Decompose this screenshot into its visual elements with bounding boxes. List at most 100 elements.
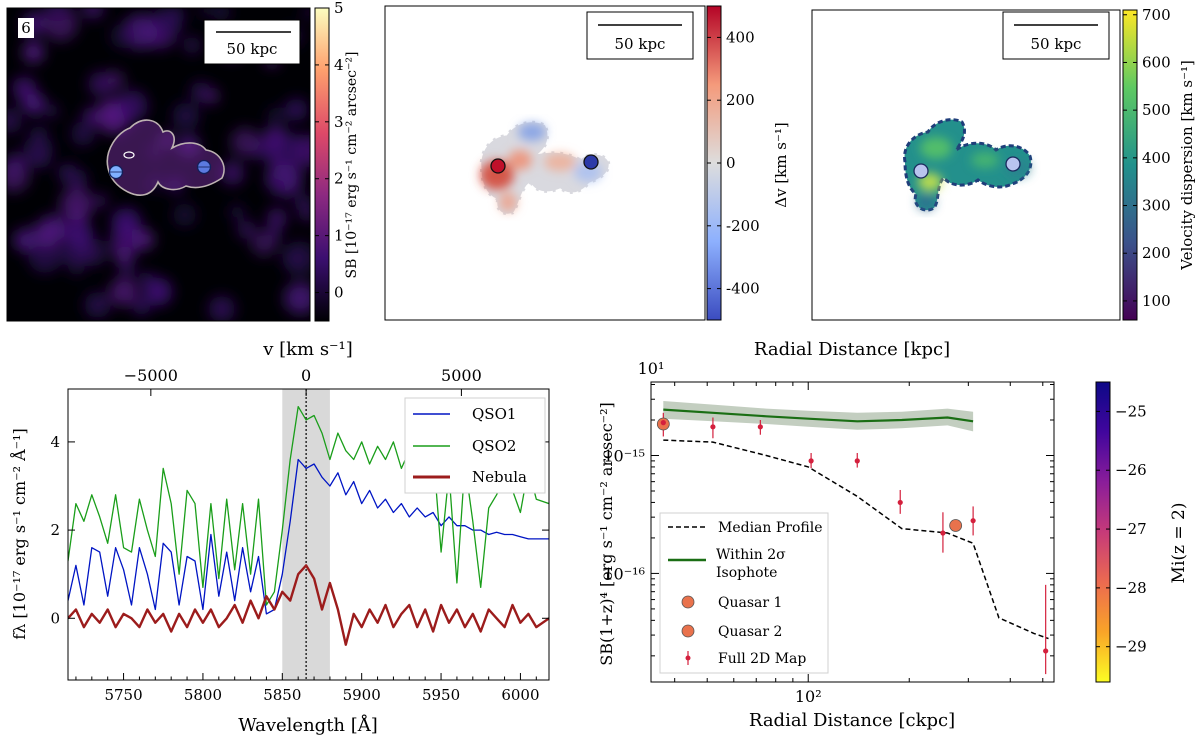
- quasar-point: [949, 519, 963, 532]
- sb-map-noise: [7, 8, 310, 321]
- velocity-scalebar-label: 50 kpc: [615, 35, 666, 53]
- colorbar-tick-label: −25: [1115, 402, 1147, 420]
- panel-spectra: 5750 5800 5850 5900 5950 6000 0 2 4 −5000 0 5000 QS…: [9, 339, 550, 736]
- sb-noise-blob: [266, 160, 303, 197]
- spectra-axes: 5750 5800 5850 5900 5950 6000 0 2 4 −5000 0 5000: [50, 366, 549, 704]
- colorbar-tick-label: 400: [726, 28, 755, 46]
- sb-noise-blob: [139, 271, 154, 287]
- velocity-blueshift-region: [518, 123, 546, 141]
- sb-noise-blob: [270, 178, 285, 193]
- qso2-dispersion-marker: [1005, 156, 1021, 172]
- sb-noise-blob: [94, 193, 108, 208]
- panel-dispersion-map: 50 kpc: [811, 9, 1121, 321]
- legend-median-label: Median Profile: [718, 520, 823, 536]
- mi-colorbar: −25 −26 −27 −28 −29: [1095, 381, 1147, 683]
- full-map-point: [970, 518, 976, 524]
- velocity-colorbar: 400 200 0 -200 -400: [706, 5, 760, 321]
- full-map-point: [940, 530, 946, 536]
- colorbar-tick-label: 200: [1142, 244, 1171, 262]
- sb-noise-blob: [109, 277, 139, 306]
- sb-noise-blob: [23, 134, 54, 165]
- full-map-point: [854, 458, 860, 464]
- full-map-point: [710, 424, 716, 430]
- colorbar-tick-label: 2: [334, 170, 344, 188]
- colorbar-gradient: [1095, 381, 1111, 683]
- isophote-band: [663, 401, 974, 432]
- sb-noise-blob: [212, 8, 231, 22]
- sb-noise-blob: [34, 221, 61, 248]
- sb-noise-blob: [115, 247, 132, 264]
- dispersion-colorbar: 100 200 300 400 500 600 700: [1122, 6, 1171, 321]
- sb-noise-blob: [110, 24, 135, 49]
- legend-nebula-label: Nebula: [472, 468, 527, 486]
- profile-axes: 10² 10⁻¹⁵ 10⁻¹⁶: [603, 382, 1054, 706]
- median-profile-line: [663, 439, 1049, 640]
- legend-fullmap-label: Full 2D Map: [718, 651, 806, 667]
- x-tick-label: 5850: [263, 686, 301, 704]
- sb-map-frame: [6, 7, 311, 322]
- colorbar-tick-label: 500: [1142, 101, 1171, 119]
- sb-noise-blob: [251, 230, 277, 256]
- spectra-ylabel: fλ [10⁻¹⁷ erg s⁻¹ cm⁻² Å⁻¹]: [9, 428, 29, 639]
- velocity-scalebar-box: [586, 11, 694, 60]
- sb-scalebar-label: 50 kpc: [227, 40, 278, 58]
- profile-xlabel: Radial Distance [ckpc]: [749, 710, 955, 731]
- velocity-tail-region: [499, 192, 517, 212]
- dispersion-scalebar-label: 50 kpc: [1031, 35, 1082, 53]
- sb-noise-blob: [43, 8, 71, 22]
- series-nebula: [68, 564, 549, 646]
- legend-isophote-label: Within 2σ Isophote: [716, 547, 786, 581]
- top-tick-label: −5000: [124, 366, 178, 385]
- sb-noise-blob: [284, 281, 310, 315]
- top-tick-label: 5000: [441, 366, 482, 385]
- sb-noise-blob: [70, 121, 95, 146]
- dispersion-high-region: [920, 137, 952, 159]
- legend-fullmap-swatch: [685, 655, 691, 661]
- colorbar-tick-label: 0: [726, 154, 736, 172]
- velocity-map-pixels: [478, 119, 612, 217]
- sb-noise-blob: [172, 203, 197, 227]
- colorbar-tick-label: 3: [334, 113, 344, 131]
- sb-noise-blob: [294, 193, 310, 212]
- sb-noise-blob: [12, 76, 37, 101]
- x-tick-label: 5900: [343, 686, 381, 704]
- sb-noise-blob: [82, 107, 101, 125]
- sb-noise-blob: [7, 152, 28, 175]
- spectra-xlabel: Wavelength [Å]: [238, 714, 378, 736]
- y-tick-label: 10⁻¹⁵: [603, 446, 645, 465]
- top-tick-label: 0: [301, 366, 311, 385]
- sb-noise-blob: [7, 107, 23, 134]
- x-tick-label: 5950: [422, 686, 460, 704]
- full-map-point: [1043, 648, 1049, 654]
- colorbar-tick-label: 700: [1142, 6, 1171, 24]
- colorbar-tick-label: -200: [726, 217, 760, 235]
- profile-top-xlabel: Radial Distance [kpc]: [754, 339, 950, 360]
- sb-noise-blob: [199, 8, 212, 17]
- colorbar-tick-label: −28: [1115, 579, 1147, 597]
- sb-noise-blob: [230, 127, 260, 157]
- sb-noise-blob: [266, 208, 288, 229]
- legend-qso2-label: QSO2: [472, 437, 516, 455]
- qso1-velocity-marker: [490, 158, 506, 174]
- sb-noise-blob: [44, 103, 59, 119]
- sb-noise-blob: [84, 291, 111, 319]
- full-map-point: [808, 458, 814, 464]
- velocity-field-base: [478, 119, 612, 217]
- legend-qso1-label: QSO1: [472, 405, 516, 423]
- series-qso1: [68, 458, 549, 615]
- legend-quasar1-label: Quasar 1: [718, 595, 782, 611]
- sb-noise-blob: [285, 98, 308, 121]
- dispersion-bridge-region: [971, 152, 999, 168]
- legend-quasar2-label: Quasar 2: [718, 624, 782, 640]
- sb-colorbar-label: SB [10⁻¹⁷ erg s⁻¹ cm⁻² arcsec⁻²]: [344, 52, 360, 279]
- colorbar-tick-label: 5: [334, 0, 344, 17]
- isophote-contour: [106, 119, 225, 196]
- nebula-emission: [107, 120, 225, 196]
- sb-noise-blob: [81, 8, 105, 20]
- qso2-velocity-marker: [583, 154, 599, 170]
- colorbar-tick-label: −26: [1115, 461, 1147, 479]
- x-tick-label: 10²: [795, 687, 822, 706]
- profile-frame: [650, 381, 1055, 683]
- panel-sb-map: 6 50 kpc: [6, 7, 311, 322]
- dispersion-scalebar-box: [1002, 11, 1110, 60]
